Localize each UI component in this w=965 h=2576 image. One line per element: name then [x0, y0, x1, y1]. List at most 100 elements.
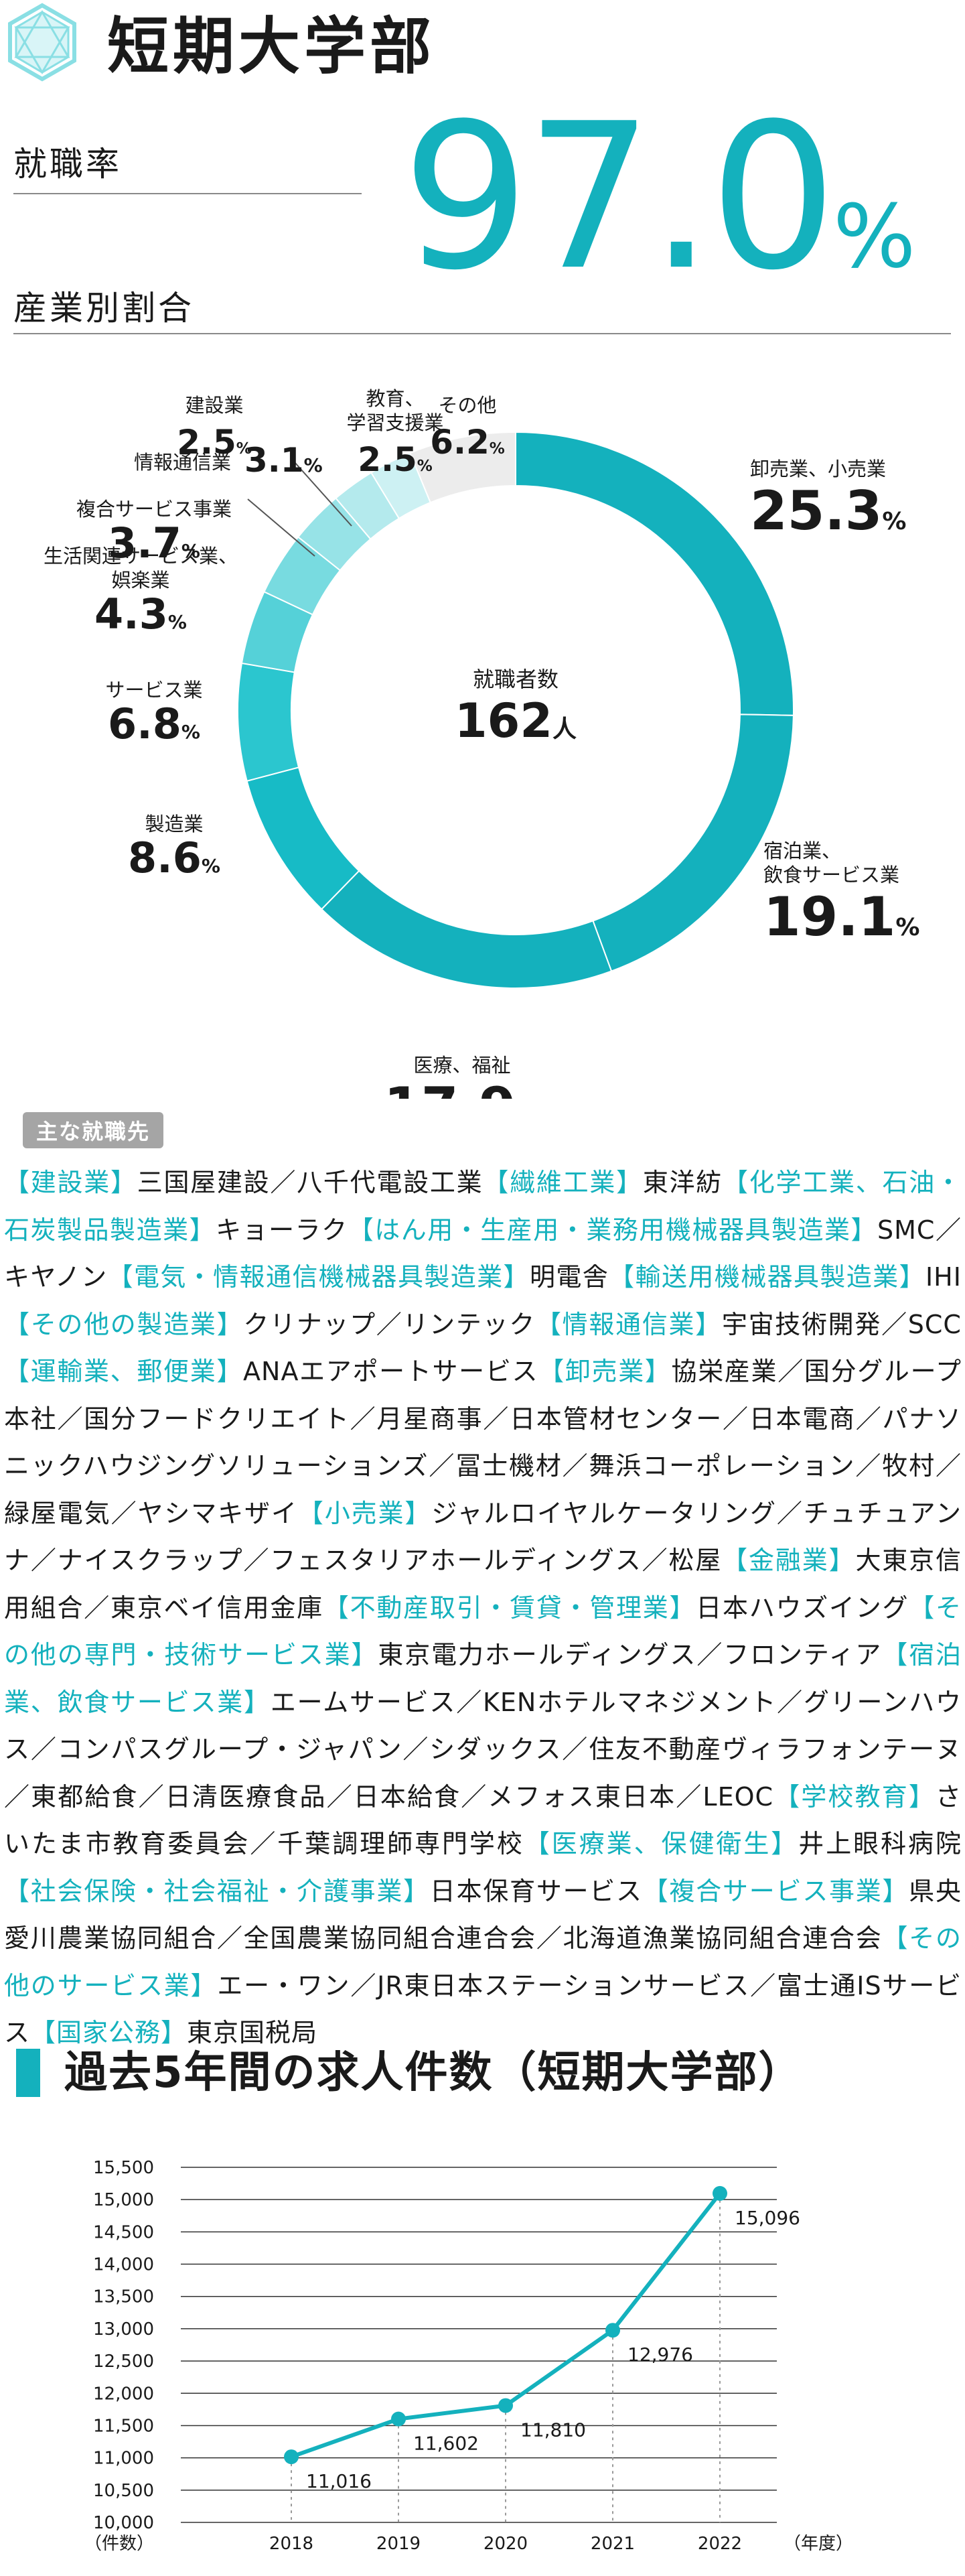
donut-label-name: 医療、福祉	[413, 1054, 510, 1077]
employer-names: 県央愛川農業協同組合／全国農業協同組合連合会／北海道漁業協同組合連合会	[4, 1876, 962, 1954]
employer-names: エー・ワン／JR東日本ステーションサービス／富士通ISサービス	[4, 1970, 962, 2048]
data-point	[284, 2449, 299, 2465]
x-axis-label: （年度）	[784, 2534, 853, 2554]
employer-names: さいたま市教育委員会／千葉調理師専門学校	[4, 1781, 962, 1859]
donut-label-name: 製造業	[145, 813, 203, 835]
employment-rate-number: 97.0	[402, 80, 837, 314]
y-tick-label: 14,500	[93, 2222, 154, 2242]
donut-segment	[246, 766, 360, 910]
donut-label: 教育、学習支援業 2.5%	[346, 387, 443, 479]
employer-names: IHI	[925, 1262, 962, 1292]
employer-category: 【金融業】	[722, 1546, 856, 1575]
x-tick-label: 2021	[591, 2534, 635, 2554]
y-axis-label: （件数）	[84, 2534, 154, 2554]
y-tick-label: 13,000	[93, 2319, 154, 2340]
x-tick-label: 2018	[269, 2534, 313, 2554]
donut-label-name: その他	[438, 394, 496, 417]
employer-category: 【宿泊業、飲食サービス業】	[4, 1640, 962, 1717]
donut-label-name: 生活関連サービス業、	[44, 545, 238, 567]
employer-category: 【医療業、保健衛生】	[524, 1829, 799, 1858]
employer-category: 【輸送用機械器具製造業】	[609, 1262, 925, 1292]
employer-names: 明電舎	[529, 1262, 609, 1292]
employer-names: 大東京信用組合／東京ベイ信用金庫	[4, 1546, 962, 1623]
y-tick-label: 15,000	[93, 2190, 154, 2210]
donut-label-value: 3.7%	[108, 519, 200, 567]
donut-label-value: 17.9%	[384, 1076, 540, 1099]
employers-tag: 主な就職先	[23, 1112, 164, 1148]
x-tick-label: 2019	[376, 2534, 421, 2554]
y-tick-label: 10,000	[93, 2513, 154, 2533]
data-label: 11,810	[520, 2419, 586, 2441]
data-label: 11,016	[306, 2470, 372, 2492]
employer-category: 【繊維工業】	[483, 1168, 643, 1197]
employer-names: SMC／キヤノン	[4, 1215, 962, 1292]
donut-label-name: 宿泊業、	[763, 839, 841, 862]
employment-rate-unit: %	[832, 186, 916, 287]
donut-label-name: 建設業	[185, 394, 243, 417]
employer-names: 宇宙技術開発／SCC	[721, 1309, 962, 1339]
donut-label-name: 娯楽業	[111, 569, 169, 592]
y-tick-label: 11,500	[93, 2416, 154, 2436]
donut-label-value: 4.3%	[94, 590, 187, 638]
employer-category: 【はん用・生産用・業務用機械器具製造業】	[348, 1215, 877, 1245]
donut-label-value: 25.3%	[750, 480, 906, 542]
data-label: 15,096	[735, 2207, 800, 2229]
data-point	[391, 2411, 406, 2427]
data-label: 12,976	[627, 2344, 693, 2366]
donut-label-value: 3.1%	[244, 441, 323, 480]
employer-category: 【その他の専門・技術サービス業】	[4, 1592, 962, 1670]
employer-names: 井上眼科病院	[798, 1829, 962, 1858]
donut-label: 建設業 2.5%	[177, 394, 252, 462]
employer-names: エームサービス／KENホテルマネジメント／グリーンハウス／コンパスグループ・ジャ…	[4, 1687, 962, 1812]
employer-category: 【その他の製造業】	[4, 1309, 244, 1339]
page-title: 短期大学部	[107, 11, 436, 82]
donut-label-name: サービス業	[105, 679, 202, 701]
employer-category: 【化学工業、石油・石炭製品製造業】	[4, 1168, 962, 1245]
donut-segment	[409, 431, 516, 504]
data-label: 11,602	[413, 2433, 479, 2455]
employer-category: 【建設業】	[4, 1168, 137, 1197]
donut-label-name: 教育、	[366, 387, 424, 410]
chart-section-title: 過去5年間の求人件数（短期大学部）	[64, 2048, 803, 2098]
donut-center-label: 就職者数	[473, 667, 559, 692]
employer-names: 東京国税局	[187, 2018, 318, 2047]
employer-names: 日本ハウズイング	[696, 1592, 909, 1623]
employer-category: 【国家公務】	[30, 2018, 188, 2047]
donut-label-value: 8.6%	[128, 833, 220, 882]
donut-segment	[237, 662, 300, 782]
donut-center-number: 162	[455, 693, 552, 748]
leader-line	[247, 498, 315, 557]
employer-category: 【不動産取引・賃貸・管理業】	[323, 1592, 696, 1623]
divider	[13, 193, 362, 194]
donut-label-value: 2.5%	[358, 440, 433, 479]
donut-label-name: 飲食サービス業	[763, 864, 899, 886]
employer-names: 協栄産業／国分グループ本社／国分フードクリエイト／月星商事／日本管材センター／日…	[4, 1357, 962, 1528]
employers-list: 【建設業】三国屋建設／八千代電設工業【繊維工業】東洋紡【化学工業、石油・石炭製品…	[4, 1159, 962, 2057]
donut-label-name: 情報通信業	[134, 451, 231, 474]
y-tick-label: 12,500	[93, 2352, 154, 2372]
employer-category: 【小売業】	[297, 1498, 432, 1528]
employment-rate-value: 97.0%	[402, 87, 916, 308]
employer-category: 【運輸業、郵便業】	[4, 1357, 244, 1386]
data-point	[498, 2398, 513, 2413]
donut-label-value: 6.8%	[108, 699, 200, 748]
y-tick-label: 15,500	[93, 2158, 154, 2178]
industry-ratio-label: 産業別割合	[13, 289, 194, 328]
donut-label-value: 19.1%	[763, 886, 919, 948]
y-tick-label: 10,500	[93, 2481, 154, 2501]
employer-names: 東洋紡	[642, 1168, 723, 1197]
donut-segment	[320, 870, 613, 989]
job-offers-line-chart: 10,000 10,500 11,000 11,500 12,000 12,500 13,0…	[84, 2158, 853, 2554]
employer-names: 日本保育サービス	[429, 1876, 643, 1906]
donut-label-value: 6.2%	[430, 423, 505, 462]
donut-label-value: 2.5%	[177, 423, 252, 462]
data-point	[713, 2185, 727, 2201]
y-tick-label: 12,000	[93, 2384, 154, 2404]
employer-category: 【社会保険・社会福祉・介護事業】	[4, 1876, 430, 1906]
employer-category: 【情報通信業】	[535, 1309, 722, 1339]
employer-category: 【電気・情報通信機械器具製造業】	[107, 1262, 530, 1292]
x-tick-label: 2020	[484, 2534, 528, 2554]
